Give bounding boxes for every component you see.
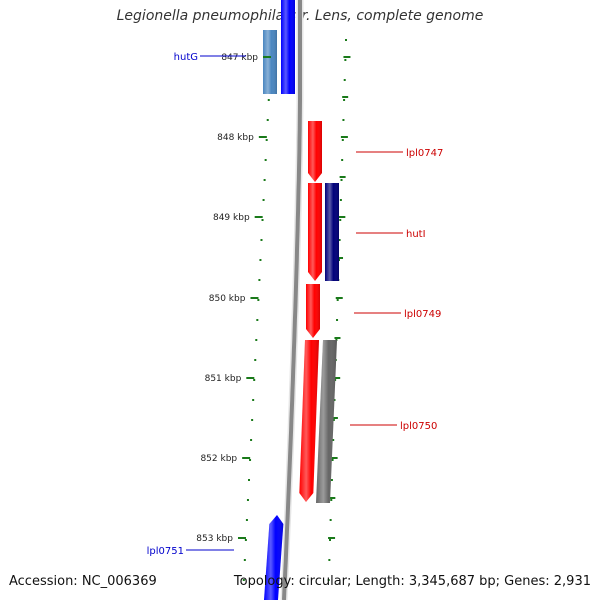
scale-dot-right — [339, 219, 342, 221]
scale-dot-left — [246, 499, 249, 501]
accession-text: Accession: NC_006369 — [9, 574, 157, 589]
scale-dot-right — [344, 59, 347, 61]
scale-dash-right — [333, 377, 341, 379]
scale-dot-left — [262, 199, 265, 201]
scale-dot-left — [258, 279, 261, 281]
backbone-line — [282, 0, 302, 600]
scale-dot-right — [345, 39, 347, 41]
scale-dot-right — [330, 499, 333, 501]
scale-dot-right — [336, 299, 339, 301]
scale-dot-left — [256, 319, 259, 321]
scale-tick-label: 852 kbp — [200, 454, 237, 464]
gene-arrow-highlight — [264, 515, 284, 600]
scale-dash-right — [329, 497, 336, 499]
scale-tick — [246, 377, 255, 379]
scale-dot-right — [343, 99, 346, 101]
scale-dot-right — [336, 319, 339, 321]
scale-dash-right — [331, 417, 338, 419]
scale-dot-left — [249, 459, 252, 461]
gene-arrow-highlight — [299, 340, 319, 502]
scale-dot-left — [254, 359, 257, 361]
scale-dot-left — [261, 219, 264, 221]
genes-layer — [263, 0, 339, 600]
scale-dash-right — [343, 56, 351, 58]
genome-summary-text: Topology: circular; Length: 3,345,687 bp… — [233, 574, 591, 589]
scale-dash-right — [339, 176, 346, 178]
scale-dash-right — [342, 96, 349, 98]
scale-tick — [263, 56, 271, 58]
scale-dot-left — [245, 519, 248, 521]
scale-dot-left — [267, 99, 270, 101]
scale-dot-left — [259, 259, 262, 261]
scale-dot-right — [329, 519, 332, 521]
scale-dot-right — [338, 239, 341, 241]
scale-tick — [237, 537, 246, 539]
scale-dot-left — [252, 399, 255, 401]
scale-dot-right — [331, 459, 334, 461]
gene-labels-layer: hutG lpl0747 hutI lpl0749 lpl0750 lpl0751 — [147, 52, 444, 557]
scale-dot-left — [264, 159, 267, 161]
backbone-layer — [280, 0, 304, 600]
scale-tick — [254, 216, 263, 218]
gene-label-lpl0749: lpl0749 — [404, 309, 441, 320]
scale-dash-right — [338, 216, 346, 218]
scale-dot-left — [260, 239, 263, 241]
gene-arrow-highlight — [263, 30, 277, 94]
scale-dot-right — [327, 579, 330, 581]
gene-arrow-highlight — [281, 0, 295, 94]
scale-dot-left — [255, 339, 258, 341]
gene-arrow-highlight — [306, 284, 320, 338]
scale-dot-left — [251, 419, 254, 421]
scale-dot-left — [253, 379, 256, 381]
scale-dot-right — [341, 139, 344, 141]
scale-dot-left — [248, 479, 251, 481]
gene-arrow-highlight — [308, 121, 322, 182]
scale-dot-left — [263, 179, 266, 181]
scale-dot-right — [332, 419, 335, 421]
scale-dash-right — [335, 297, 343, 299]
scale-dot-left — [266, 119, 269, 121]
scale-dot-right — [343, 79, 346, 81]
scale-tick-label: 848 kbp — [217, 133, 254, 143]
scale-dot-right — [340, 179, 343, 181]
scale-tick-label: 850 kbp — [209, 294, 246, 304]
gene-label-hutG: hutG — [174, 52, 198, 63]
ticks-layer: 847 kbp 848 kbp 849 kbp 850 kbp 851 kbp 852 k… — [196, 53, 271, 544]
scale-dot-right — [332, 439, 335, 441]
gene-label-hutI: hutI — [406, 229, 426, 240]
gene-label-lpl0747: lpl0747 — [406, 148, 443, 159]
scale-dot-right — [339, 199, 342, 201]
scale-dash-right — [337, 257, 344, 259]
scale-dash-right — [340, 136, 348, 138]
scale-tick-label: 849 kbp — [213, 213, 250, 223]
scale-dash-right — [328, 537, 336, 539]
scale-dot-left — [242, 579, 245, 581]
scale-tick — [250, 297, 259, 299]
scale-dot-left — [265, 139, 268, 141]
scale-dot-right — [330, 479, 333, 481]
gene-arrow-highlight — [325, 183, 339, 281]
scale-dash-right — [334, 337, 341, 339]
scale-dot-left — [250, 439, 253, 441]
scale-dot-right — [342, 119, 345, 121]
scale-tick-label: 853 kbp — [196, 534, 233, 544]
scale-tick-label: 851 kbp — [205, 374, 242, 384]
scale-dot-right — [329, 539, 331, 541]
scale-dot-left — [243, 559, 246, 561]
gene-arrow-highlight — [308, 183, 322, 281]
gene-label-lpl0751: lpl0751 — [147, 546, 184, 557]
gene-label-lpl0750: lpl0750 — [400, 421, 437, 432]
scale-dash-right — [330, 457, 338, 459]
scale-tick-label: 847 kbp — [221, 53, 258, 63]
scale-dot-right — [341, 159, 344, 161]
scale-tick — [242, 457, 251, 459]
scale-dot-left — [244, 539, 247, 541]
scale-dot-right — [333, 399, 336, 401]
scale-dot-left — [257, 299, 260, 301]
scale-dot-right — [328, 559, 331, 561]
scale-tick — [258, 136, 267, 138]
gene-arrow-highlight — [316, 340, 337, 503]
